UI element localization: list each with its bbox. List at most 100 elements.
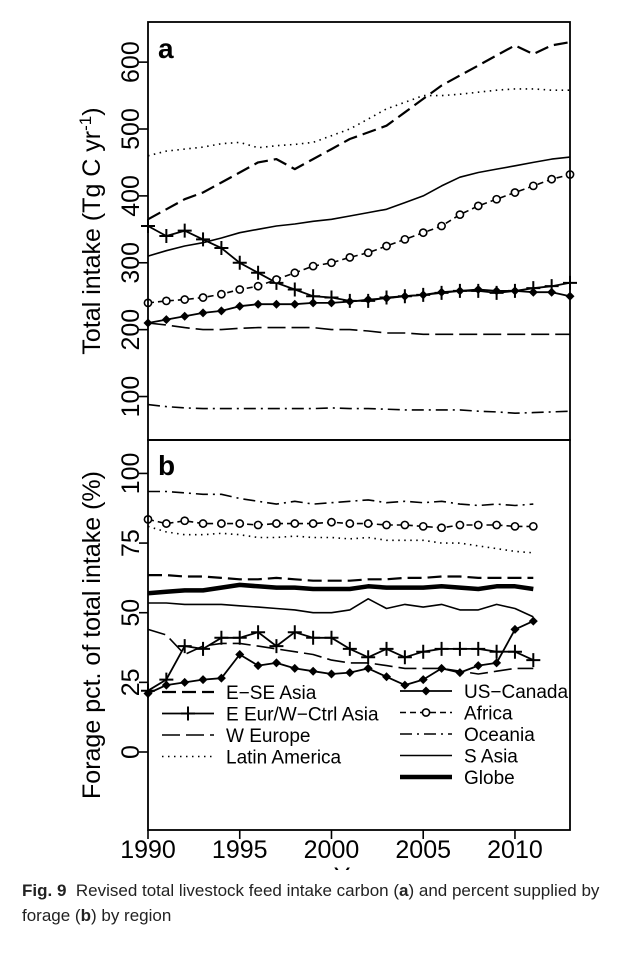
- data-point: [287, 625, 302, 640]
- series-us-canada-panel-b: [143, 616, 538, 698]
- legend-label: Africa: [464, 704, 513, 725]
- legend-label: US−Canada: [464, 682, 568, 703]
- caption-text-2: ) and percent supplied by forage (: [22, 881, 600, 925]
- legend-item-e-eur-w-ctrl-asia: E Eur/W−Ctrl Asia: [162, 705, 379, 726]
- data-point: [437, 287, 447, 297]
- data-point: [253, 281, 263, 291]
- data-point: [382, 293, 392, 303]
- series-w-europe-panel-b: [147, 628, 534, 675]
- data-point: [363, 248, 373, 258]
- data-point: [452, 641, 467, 656]
- data-point: [198, 675, 208, 685]
- series-line: [147, 88, 570, 157]
- legend-item-oceania: Oceania: [400, 725, 535, 746]
- series-s-asia-panel-a: [147, 156, 571, 257]
- data-point: [455, 520, 465, 530]
- series-line: [147, 41, 571, 221]
- data-point: [251, 625, 266, 640]
- data-point: [379, 641, 394, 656]
- data-point: [235, 650, 245, 659]
- data-point: [198, 308, 208, 318]
- data-point: [287, 282, 302, 297]
- data-point: [547, 287, 557, 297]
- data-point: [306, 630, 321, 645]
- data-point: [473, 201, 483, 211]
- series-e-eur-w-ctrl-asia-panel-a: [141, 218, 577, 308]
- legend-marker: [421, 686, 431, 696]
- y-tick-label: 100: [117, 376, 145, 418]
- data-point: [434, 641, 449, 656]
- series-e-eur-w-ctrl-asia-panel-b: [141, 625, 541, 698]
- data-point: [400, 234, 410, 244]
- series-latin-america-panel-b: [147, 525, 534, 554]
- series-line: [148, 597, 534, 618]
- x-tick-label: 1995: [212, 836, 268, 864]
- data-point: [290, 268, 300, 278]
- data-point: [418, 675, 428, 685]
- data-point: [528, 287, 538, 297]
- legend-item-us-canada: US−Canada: [400, 682, 568, 703]
- y-tick-label: 500: [117, 108, 145, 150]
- legend-item-africa: Africa: [400, 704, 513, 725]
- data-point: [198, 293, 208, 302]
- data-point: [253, 520, 263, 530]
- data-point: [269, 639, 284, 654]
- data-point: [180, 516, 190, 526]
- data-point: [510, 521, 520, 531]
- data-point: [232, 255, 247, 270]
- data-point: [418, 228, 428, 238]
- data-point: [308, 666, 318, 676]
- caption-panel-b: b: [80, 906, 91, 925]
- y-axis-title-main: Total intake (Tg C yr: [78, 131, 106, 355]
- data-point: [400, 520, 410, 530]
- data-point: [326, 298, 336, 308]
- data-point: [161, 296, 171, 306]
- y-tick-label: 300: [117, 242, 145, 284]
- data-point: [327, 517, 336, 527]
- legend-label: E−SE Asia: [226, 683, 317, 704]
- legend-marker: [181, 706, 195, 721]
- series-line: [148, 573, 534, 582]
- series-line: [147, 525, 534, 554]
- legend-item-latin-america: Latin America: [162, 748, 342, 769]
- data-point: [161, 519, 171, 528]
- legend-label: Globe: [464, 768, 515, 789]
- caption-panel-a: a: [399, 881, 409, 900]
- data-point: [528, 521, 538, 531]
- panel-a-letter: a: [158, 33, 174, 64]
- data-point: [290, 519, 300, 528]
- data-point: [214, 630, 229, 645]
- x-axis-title: Year: [334, 863, 385, 870]
- data-point: [382, 672, 392, 682]
- data-point: [345, 297, 355, 307]
- data-point: [492, 194, 502, 204]
- data-point: [547, 174, 557, 184]
- data-point: [345, 253, 355, 262]
- legend-label: Oceania: [464, 725, 535, 746]
- panel-a-axis: 100 200 300 400 500 600: [117, 41, 148, 417]
- legend-marker: [421, 708, 431, 717]
- data-point: [510, 624, 520, 634]
- panel-b-frame: [147, 439, 571, 831]
- data-point: [361, 650, 376, 665]
- data-point: [159, 229, 174, 244]
- series-line: [147, 518, 534, 529]
- data-point: [290, 663, 300, 673]
- caption-label: Fig. 9: [22, 881, 67, 900]
- data-point: [272, 519, 281, 528]
- data-point: [177, 223, 192, 238]
- legend-label: E Eur/W−Ctrl Asia: [226, 705, 379, 726]
- data-point: [455, 668, 465, 678]
- data-point: [528, 616, 538, 626]
- legend-item-e-se-asia: E−SE Asia: [162, 683, 317, 704]
- data-point: [342, 641, 357, 656]
- y-tick-label: 400: [117, 175, 145, 217]
- data-point: [161, 315, 171, 325]
- data-point: [507, 644, 522, 659]
- y-tick-label: 75: [117, 529, 145, 557]
- data-point: [235, 285, 245, 294]
- series-s-asia-panel-b: [148, 597, 534, 618]
- data-point: [177, 639, 192, 654]
